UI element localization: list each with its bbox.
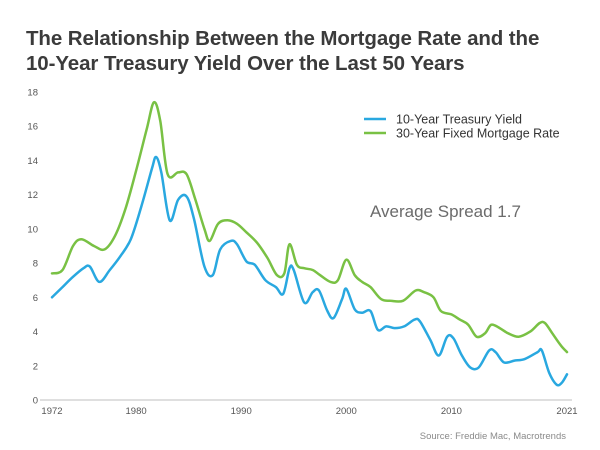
- y-tick-label: 18: [27, 88, 38, 99]
- mortgage-rate-line: [50, 100, 569, 354]
- y-tick-label: 4: [33, 327, 38, 338]
- y-tick-label: 16: [27, 122, 38, 133]
- y-tick-label: 6: [33, 293, 38, 304]
- series-lines: [50, 100, 569, 387]
- y-axis-tick-labels: 0 2 4 6 8 10 12 14 16 18: [27, 88, 38, 407]
- y-tick-label: 2: [33, 361, 38, 372]
- chart-title: The Relationship Between the Mortgage Ra…: [26, 26, 586, 76]
- y-tick-label: 0: [33, 396, 38, 407]
- treasury-yield-line: [50, 155, 569, 387]
- legend-label-treasury: 10-Year Treasury Yield: [396, 113, 522, 127]
- y-tick-label: 14: [27, 156, 38, 167]
- x-tick-label: 2021: [556, 406, 577, 417]
- chart-title-line-2: 10-Year Treasury Yield Over the Last 50 …: [26, 52, 465, 75]
- y-tick-label: 8: [33, 259, 38, 270]
- source-note: Source: Freddie Mac, Macrotrends: [420, 431, 567, 442]
- chart-title-line-1: The Relationship Between the Mortgage Ra…: [26, 27, 540, 50]
- x-tick-label: 1980: [126, 406, 147, 417]
- average-spread-annotation: Average Spread 1.7: [370, 202, 521, 221]
- x-tick-label: 1972: [41, 406, 62, 417]
- legend: 10-Year Treasury Yield 30-Year Fixed Mor…: [364, 113, 560, 141]
- x-tick-label: 1990: [231, 406, 252, 417]
- x-tick-label: 2010: [441, 406, 462, 417]
- x-tick-label: 2000: [336, 406, 357, 417]
- legend-label-mortgage: 30-Year Fixed Mortgage Rate: [396, 127, 560, 141]
- y-tick-label: 10: [27, 224, 38, 235]
- x-axis-tick-labels: 1972 1980 1990 2000 2010 2021: [41, 406, 577, 417]
- y-tick-label: 12: [27, 190, 38, 201]
